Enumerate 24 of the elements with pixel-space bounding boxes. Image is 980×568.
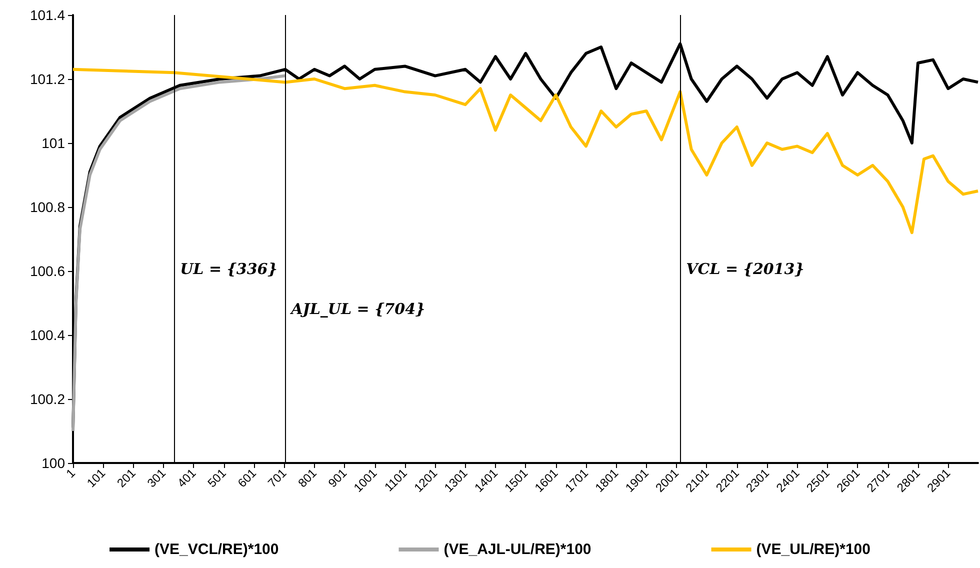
x-tick-label: 201: [114, 466, 139, 490]
ref-line-label: VCL = {2013}: [686, 260, 804, 278]
x-tick-label: 101: [84, 466, 108, 490]
legend-label: (VE_UL/RE)*100: [756, 541, 870, 558]
x-tick-label: 901: [326, 466, 350, 490]
y-tick-label: 101.2: [30, 71, 66, 87]
y-tick-label: 100.8: [30, 199, 66, 215]
y-tick-label: 101.4: [30, 7, 66, 23]
ref-line-label: UL = {336}: [180, 260, 278, 278]
y-tick-label: 101: [42, 135, 66, 151]
y-tick-label: 100.2: [30, 391, 66, 407]
ref-line-label: AJL_UL = {704}: [289, 300, 426, 318]
y-tick-label: 100.4: [30, 327, 66, 343]
legend-label: (VE_AJL-UL/RE)*100: [444, 541, 592, 558]
y-tick-label: 100: [42, 455, 66, 471]
x-tick-label: 301: [144, 466, 169, 490]
x-tick-label: 401: [174, 466, 199, 490]
x-tick-label: 501: [204, 466, 230, 490]
legend-label: (VE_VCL/RE)*100: [154, 541, 279, 558]
x-tick-label: 601: [234, 466, 260, 490]
x-tick-label: 701: [265, 466, 290, 490]
x-tick-label: 801: [295, 466, 320, 490]
y-tick-label: 100.6: [30, 263, 66, 279]
x-tick-label: 1: [63, 466, 78, 481]
